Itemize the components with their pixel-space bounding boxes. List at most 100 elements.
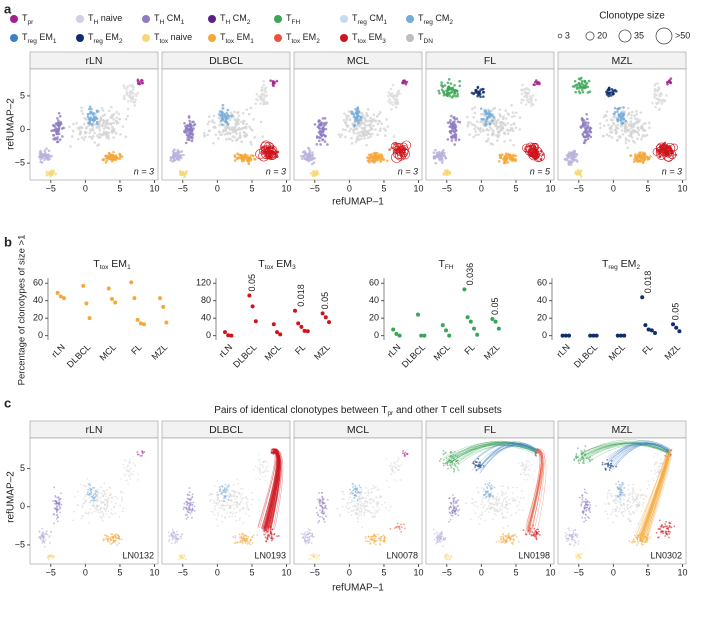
cell-dot <box>188 499 191 502</box>
cell-dot <box>262 471 265 474</box>
cell-dot <box>531 103 535 106</box>
cell-dot <box>365 133 368 137</box>
cell-dot <box>186 513 188 516</box>
cell-dot <box>354 140 358 144</box>
cell-dot <box>488 484 490 487</box>
cell-dot <box>447 88 450 91</box>
cell-dot <box>101 492 103 495</box>
cell-dot <box>607 86 611 90</box>
clone-circle <box>268 143 274 150</box>
cell-dot <box>614 510 617 512</box>
cell-dot <box>376 533 379 536</box>
cell-dot <box>245 508 248 510</box>
cell-dot <box>627 517 630 520</box>
cell-dot <box>653 95 656 99</box>
cell-dot <box>374 128 377 131</box>
cell-dot <box>97 495 100 498</box>
cell-dot <box>93 141 97 144</box>
x-tick-label: −5 <box>178 567 188 577</box>
cell-dot <box>496 508 498 511</box>
cell-dot <box>259 463 262 466</box>
cell-dot <box>57 503 60 506</box>
cell-dot <box>98 121 101 124</box>
cell-dot <box>82 484 85 486</box>
clone-circle <box>264 154 270 159</box>
cell-dot <box>502 491 505 494</box>
cell-dot <box>491 133 494 137</box>
cell-dot <box>102 513 105 516</box>
cell-dot <box>388 148 391 151</box>
cell-dot <box>586 121 590 125</box>
cell-dot <box>647 121 651 125</box>
cell-dot <box>453 470 455 473</box>
cell-dot <box>435 531 438 534</box>
cell-dot <box>495 501 497 504</box>
cell-dot <box>250 142 253 146</box>
cell-dot <box>242 497 245 499</box>
cell-dot <box>639 126 643 130</box>
cell-dot <box>221 130 225 133</box>
cell-dot <box>482 95 485 98</box>
cell-dot <box>443 154 447 158</box>
cell-dot <box>496 125 500 129</box>
cell-dot <box>122 491 124 494</box>
cell-dot <box>451 509 454 512</box>
cell-dot <box>206 122 210 126</box>
cell-dot <box>497 159 501 163</box>
cell-dot <box>438 460 441 462</box>
cell-dot <box>444 556 447 559</box>
cell-dot <box>636 159 640 163</box>
legend-label-part: T <box>88 13 94 23</box>
cell-dot <box>519 88 523 92</box>
cell-dot <box>114 120 118 123</box>
clone-circle <box>656 142 668 154</box>
cell-dot <box>257 453 260 456</box>
cell-dot <box>485 492 488 494</box>
cell-dot <box>99 516 101 518</box>
cell-dot <box>57 508 59 511</box>
cell-dot <box>57 111 61 115</box>
cell-dot <box>236 111 239 115</box>
cell-dot <box>262 79 265 83</box>
cell-dot <box>610 127 613 131</box>
cell-dot <box>304 535 307 537</box>
cell-dot <box>355 513 358 516</box>
cell-dot <box>266 538 269 541</box>
cell-dot <box>609 492 612 495</box>
cell-dot <box>365 537 367 540</box>
cell-dot <box>372 485 375 487</box>
cell-dot <box>323 511 326 514</box>
legend-label: Tpr <box>22 13 34 25</box>
cell-dot <box>626 508 629 510</box>
cell-dot <box>357 491 360 493</box>
cell-dot <box>82 122 86 126</box>
cell-dot <box>223 488 226 491</box>
cell-dot <box>372 500 375 503</box>
cell-dot <box>86 477 89 480</box>
cell-dot <box>97 508 100 511</box>
cell-dot <box>359 507 362 510</box>
cell-dot <box>212 141 215 145</box>
cell-dot <box>500 537 503 540</box>
cell-dot <box>237 491 240 494</box>
cell-dot <box>660 102 664 105</box>
cell-dot <box>640 496 642 499</box>
cell-dot <box>531 531 534 533</box>
cell-dot <box>583 131 587 134</box>
cell-dot <box>437 154 441 158</box>
cell-dot <box>440 155 444 158</box>
legend-label-part: T <box>22 13 28 23</box>
cell-dot <box>630 129 634 133</box>
cell-dot <box>399 479 402 481</box>
cell-dot <box>42 531 44 533</box>
cell-dot <box>313 535 315 538</box>
cell-dot <box>221 486 224 488</box>
cell-dot <box>514 126 518 130</box>
cell-dot <box>90 499 93 502</box>
cell-dot <box>368 129 371 132</box>
cell-dot <box>500 490 503 493</box>
cell-dot <box>235 139 238 142</box>
cell-dot <box>141 450 143 452</box>
cell-dot <box>308 149 312 153</box>
cell-dot <box>237 482 239 485</box>
